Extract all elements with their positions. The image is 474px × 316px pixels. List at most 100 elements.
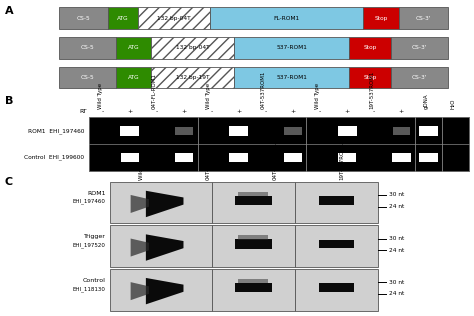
Bar [391, 37, 448, 59]
Text: -: - [319, 109, 321, 114]
Text: 24 nt: 24 nt [389, 291, 404, 296]
Text: 19T-537ROM1: 19T-537ROM1 [369, 71, 374, 109]
Bar [238, 235, 268, 240]
Bar [349, 37, 391, 59]
Text: ATG: ATG [118, 16, 129, 21]
Bar [234, 37, 349, 59]
Bar [392, 153, 410, 162]
Bar [138, 8, 210, 29]
Text: FL-ROM1: FL-ROM1 [273, 16, 300, 21]
Text: +: + [236, 109, 241, 114]
Text: 132 bp-04T: 132 bp-04T [176, 46, 210, 50]
Text: +: + [399, 109, 404, 114]
Text: 24 nt: 24 nt [389, 248, 404, 253]
Bar [295, 269, 378, 311]
Text: EHI_197520: EHI_197520 [73, 242, 106, 248]
Bar [59, 8, 108, 29]
Text: CS-5: CS-5 [81, 46, 94, 50]
Text: 132 bp-19T: 132 bp-19T [176, 75, 210, 80]
Text: +: + [345, 109, 350, 114]
Polygon shape [131, 282, 149, 300]
Bar [234, 67, 349, 88]
Polygon shape [146, 191, 183, 217]
Text: Wild Type: Wild Type [139, 154, 144, 180]
Text: ROM1: ROM1 [87, 191, 106, 196]
Text: 537-ROM1: 537-ROM1 [276, 75, 307, 80]
Text: CS-3': CS-3' [412, 46, 427, 50]
Text: -: - [210, 109, 212, 114]
Text: 132 bp-04T: 132 bp-04T [157, 16, 191, 21]
Text: 24 nt: 24 nt [389, 204, 404, 209]
Bar [238, 192, 268, 196]
Text: 30 nt: 30 nt [389, 192, 404, 198]
Text: Trigger: Trigger [84, 234, 106, 239]
Text: 537-ROM1: 537-ROM1 [276, 46, 307, 50]
Text: Control: Control [83, 278, 106, 283]
Polygon shape [146, 234, 183, 261]
Polygon shape [131, 195, 149, 213]
Bar [110, 225, 212, 267]
Bar [284, 127, 301, 135]
Text: Wild Type: Wild Type [98, 83, 103, 109]
Bar [295, 225, 378, 267]
Bar [151, 67, 234, 88]
Text: ATG: ATG [128, 75, 139, 80]
Text: EHI_197460: EHI_197460 [73, 199, 106, 204]
Text: -: - [264, 109, 267, 114]
Bar [338, 153, 356, 162]
Text: Stop: Stop [363, 75, 377, 80]
Text: 30 nt: 30 nt [389, 280, 404, 285]
Text: 04T-537ROM1: 04T-537ROM1 [261, 71, 265, 109]
Text: -: - [101, 109, 104, 114]
Text: 19T-537ROM1: 19T-537ROM1 [339, 142, 344, 180]
Text: RT: RT [79, 109, 87, 114]
Bar [295, 181, 378, 223]
Bar [175, 127, 193, 135]
Bar [151, 37, 234, 59]
Text: -: - [156, 109, 158, 114]
Text: Wild Type: Wild Type [206, 83, 211, 109]
Bar [59, 67, 116, 88]
Bar [399, 8, 448, 29]
Text: CS-5: CS-5 [81, 75, 94, 80]
Text: Wild Type: Wild Type [315, 83, 320, 109]
Bar [212, 181, 295, 223]
Text: EHI_118130: EHI_118130 [73, 286, 106, 292]
Text: Stop: Stop [374, 16, 388, 21]
Text: -: - [373, 109, 375, 114]
Bar [319, 196, 354, 204]
Bar [283, 153, 302, 162]
Text: 04T-537ROM1: 04T-537ROM1 [273, 142, 277, 180]
Polygon shape [146, 278, 183, 304]
Bar [110, 269, 212, 311]
Bar [391, 67, 448, 88]
Bar [319, 283, 354, 292]
Text: B: B [5, 96, 13, 106]
Bar [175, 153, 193, 162]
Bar [229, 126, 248, 136]
Text: CS-3': CS-3' [412, 75, 427, 80]
Text: +: + [182, 109, 187, 114]
Text: 30 nt: 30 nt [389, 236, 404, 241]
Bar [212, 269, 295, 311]
Text: +: + [290, 109, 295, 114]
Text: Control  EHI_199600: Control EHI_199600 [24, 155, 84, 161]
Bar [212, 225, 295, 267]
Bar [110, 181, 212, 223]
Polygon shape [131, 239, 149, 257]
Text: 04T-FL-ROM1: 04T-FL-ROM1 [152, 73, 157, 109]
Bar [238, 279, 268, 283]
Bar [235, 196, 272, 205]
Text: C: C [5, 177, 13, 187]
Bar [363, 8, 399, 29]
Bar [229, 153, 248, 162]
Text: CS-3': CS-3' [416, 16, 431, 21]
Bar [120, 126, 139, 136]
Bar [392, 127, 410, 135]
Text: 04T-FL-ROM1: 04T-FL-ROM1 [206, 144, 210, 180]
Bar [235, 283, 272, 292]
Bar [235, 240, 272, 249]
Bar [337, 126, 356, 136]
Text: CS-5: CS-5 [76, 16, 90, 21]
Text: H₂O: H₂O [451, 99, 456, 109]
